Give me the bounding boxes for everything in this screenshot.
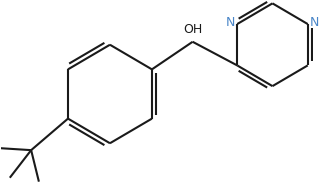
Text: N: N	[226, 16, 235, 29]
Text: OH: OH	[183, 23, 202, 36]
Text: N: N	[310, 16, 319, 29]
